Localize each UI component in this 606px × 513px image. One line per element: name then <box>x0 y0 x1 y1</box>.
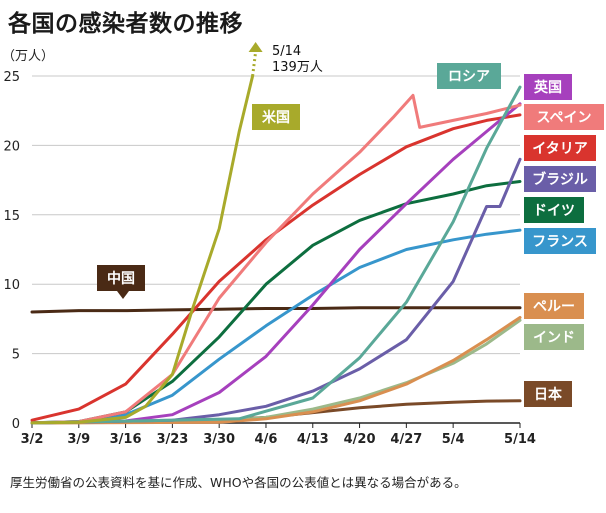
china-label-pointer <box>117 291 129 299</box>
x-tick-label: 3/23 <box>156 432 188 447</box>
series-label-日本: 日本 <box>534 386 563 403</box>
series-line-フランス <box>30 228 522 425</box>
x-tick-label: 5/4 <box>442 432 465 447</box>
x-tick-label: 4/6 <box>255 432 278 447</box>
series-label-英国: 英国 <box>533 79 562 96</box>
us-arrowhead <box>248 42 263 52</box>
x-tick-label: 5/14 <box>504 432 536 447</box>
y-tick-label: 10 <box>3 278 20 293</box>
series-label-ロシア: ロシア <box>448 69 490 85</box>
series-label-中国: 中国 <box>107 270 135 287</box>
y-axis-label: （万人） <box>2 49 54 64</box>
series-label-米国: 米国 <box>262 109 290 126</box>
series-label-box-インド <box>524 324 584 350</box>
series-label-ブラジル: ブラジル <box>532 171 588 188</box>
x-tick-label: 3/30 <box>203 432 235 447</box>
series-label-box-ロシア <box>437 63 501 89</box>
series-line-スペイン <box>30 93 522 425</box>
series-label-ドイツ: ドイツ <box>533 203 575 219</box>
series-label-フランス: フランス <box>532 234 588 250</box>
y-tick-label: 5 <box>12 348 20 363</box>
series-line-ペルー <box>30 316 522 425</box>
footnote: 厚生労働省の公表資料を基に作成、WHOや各国の公表値とは異なる場合がある。 <box>10 475 467 490</box>
series-label-box-米国 <box>252 104 300 130</box>
y-tick-label: 15 <box>3 209 20 224</box>
us-dotted-continuation <box>251 51 258 77</box>
series-label-イタリア: イタリア <box>532 141 587 157</box>
series-label-スペイン: スペイン <box>536 110 591 126</box>
series-line-米国 <box>30 74 255 425</box>
series-line-ドイツ <box>30 180 522 425</box>
series-line-ブラジル <box>30 157 522 425</box>
series-label-box-イタリア <box>524 135 596 161</box>
x-tick-label: 3/2 <box>21 432 44 447</box>
x-tick-label: 4/13 <box>297 432 329 447</box>
y-tick-label: 20 <box>3 139 20 154</box>
annotation-line: 5/14 <box>272 44 301 59</box>
x-tick-label: 4/20 <box>344 432 376 447</box>
y-tick-label: 25 <box>3 70 20 85</box>
series-label-box-スペイン <box>524 104 604 130</box>
x-tick-label: 3/9 <box>67 432 90 447</box>
series-label-box-中国 <box>97 265 145 291</box>
series-label-box-日本 <box>524 381 572 407</box>
series-line-ロシア <box>30 85 522 425</box>
series-label-ペルー: ペルー <box>533 299 575 315</box>
series-label-box-ブラジル <box>524 166 596 192</box>
series-label-インド: インド <box>533 330 575 346</box>
series-label-box-ペルー <box>524 293 584 319</box>
series-line-英国 <box>30 102 522 425</box>
chart-title: 各国の感染者数の推移 <box>8 11 243 37</box>
y-tick-label: 0 <box>12 417 20 432</box>
x-tick-label: 4/27 <box>390 432 422 447</box>
series-line-中国 <box>30 306 522 314</box>
series-label-box-英国 <box>524 74 572 100</box>
series-line-イタリア <box>30 113 522 422</box>
series-label-box-ドイツ <box>524 197 584 223</box>
series-label-box-フランス <box>524 228 596 254</box>
x-tick-label: 3/16 <box>110 432 142 447</box>
annotation-line: 139万人 <box>272 60 323 75</box>
